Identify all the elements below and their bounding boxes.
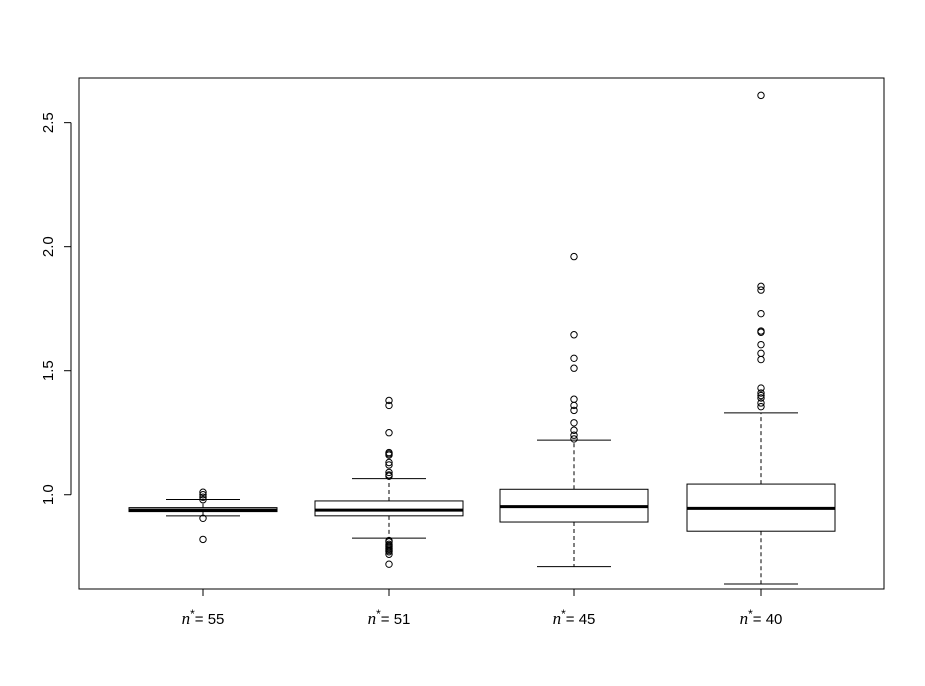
y-tick-label: 1.5 <box>40 360 57 381</box>
outlier-point <box>385 548 393 556</box>
outlier-point <box>757 399 765 407</box>
outlier-point <box>199 514 207 523</box>
outlier-point <box>199 495 207 504</box>
outlier-point <box>385 468 393 477</box>
outlier-point <box>757 355 765 364</box>
outlier-point <box>199 488 207 496</box>
outlier-point <box>570 364 578 372</box>
outlier-point <box>757 402 765 411</box>
outlier-point <box>757 384 765 392</box>
outlier-point <box>757 309 765 318</box>
box-3 <box>499 252 649 568</box>
outlier-point <box>570 252 578 261</box>
outlier-point <box>199 493 207 501</box>
outlier-point <box>570 331 578 339</box>
x-tick-label: n*= 45 <box>553 607 596 628</box>
outlier-point <box>385 461 393 469</box>
outlier-point <box>570 435 578 443</box>
outlier-point <box>757 286 765 294</box>
x-axis: n*= 55 n*= 51 n*= 45 n*= 40 <box>182 588 783 628</box>
outlier-point <box>385 401 393 410</box>
outlier-point <box>757 328 765 336</box>
outlier-point <box>570 401 578 410</box>
outlier-point <box>385 451 393 459</box>
x-tick-label: n*= 55 <box>182 607 225 628</box>
outlier-point <box>757 282 765 291</box>
outlier-point <box>757 91 765 100</box>
y-axis: 1.0 1.5 2.0 2.5 <box>40 112 72 505</box>
outlier-point <box>757 389 765 397</box>
x-tick-label: n*= 51 <box>368 607 411 628</box>
outlier-point <box>570 406 578 415</box>
outlier-point <box>385 560 393 568</box>
outlier-point <box>199 491 207 499</box>
outlier-point <box>757 391 765 400</box>
outlier-point <box>199 535 207 544</box>
outlier-point <box>757 340 765 349</box>
outlier-point <box>385 472 393 480</box>
outlier-point <box>570 426 578 434</box>
outlier-point <box>385 396 393 405</box>
outlier-point <box>385 429 393 437</box>
box-4 <box>686 91 836 585</box>
y-tick-label: 1.0 <box>40 484 57 505</box>
x-tick-label: n*= 40 <box>740 607 783 628</box>
box-1 <box>128 488 278 544</box>
box-iqr <box>314 500 464 517</box>
y-tick-label: 2.0 <box>40 236 57 257</box>
box-2 <box>314 396 464 568</box>
outlier-point <box>757 394 765 402</box>
y-tick-label: 2.5 <box>40 112 57 133</box>
outlier-point <box>570 431 578 439</box>
box-group <box>128 91 836 585</box>
outlier-point <box>570 419 578 427</box>
outlier-point <box>385 550 393 558</box>
outlier-point <box>385 458 393 467</box>
outlier-point <box>570 354 578 363</box>
